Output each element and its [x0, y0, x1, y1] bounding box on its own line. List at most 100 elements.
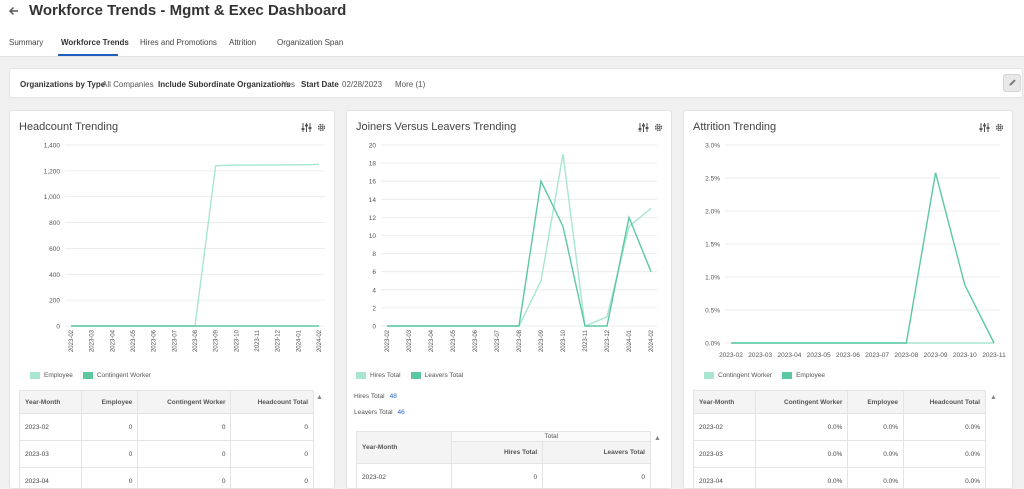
- series-line: [387, 153, 652, 327]
- table-cell: 0.0%: [847, 413, 905, 441]
- legend-item[interactable]: Leavers Total: [410, 372, 463, 379]
- x-tick-label: 2023-07: [172, 329, 178, 352]
- subordinate-label: Include Subordinate Organizations: [158, 80, 291, 89]
- x-tick-label: 2023-12: [605, 329, 611, 352]
- series-line: [71, 163, 320, 327]
- legend-swatch: [30, 372, 40, 379]
- hires-total-value[interactable]: 48: [389, 393, 397, 400]
- x-tick-label: 2023-07: [495, 329, 501, 352]
- table-header[interactable]: Leavers Total: [542, 441, 651, 464]
- legend-label: Contingent Worker: [96, 372, 151, 379]
- x-tick-label: 2023-07: [865, 352, 889, 359]
- edit-filters-button[interactable]: [1003, 74, 1021, 92]
- legend-item[interactable]: Employee: [30, 372, 73, 379]
- more-filters-link[interactable]: More (1): [395, 80, 426, 89]
- subordinate-value[interactable]: Yes: [282, 80, 296, 89]
- chart-settings-icon[interactable]: [301, 120, 312, 138]
- table-row: 2023-02 0.0% 0.0% 0.0%: [693, 413, 986, 441]
- y-tick-label: 2: [372, 305, 376, 312]
- table-scroll-up-icon[interactable]: ▲: [316, 394, 323, 401]
- y-tick-label: 1,400: [44, 143, 61, 150]
- table-header[interactable]: Headcount Total: [230, 390, 314, 414]
- tab-workforce-trends[interactable]: Workforce Trends: [61, 38, 129, 47]
- table-cell: 2023-03: [693, 440, 756, 468]
- table-cell: 0: [451, 463, 544, 488]
- table-cell: 0: [137, 440, 232, 468]
- legend-item[interactable]: Hires Total: [356, 372, 401, 379]
- table-cell: 2023-02: [18, 413, 83, 441]
- table-header[interactable]: Year-Month: [355, 431, 453, 464]
- legend-label: Hires Total: [370, 372, 401, 379]
- gear-icon[interactable]: [994, 120, 1005, 138]
- x-tick-label: 2023-03: [90, 329, 96, 352]
- chart-settings-icon[interactable]: [638, 120, 649, 138]
- headcount-panel: Headcount Trending 0 200 400 600 800 1,000 1,2…: [9, 110, 335, 489]
- table-cell: 2023-02: [693, 413, 756, 441]
- y-tick-label: 8: [372, 251, 376, 258]
- legend-item[interactable]: Employee: [782, 372, 825, 379]
- table-scroll-up-icon[interactable]: ▲: [990, 394, 997, 401]
- x-tick-label: 2023-09: [539, 329, 545, 352]
- tab-organization-span[interactable]: Organization Span: [277, 38, 344, 47]
- pencil-icon: [1008, 74, 1017, 92]
- y-tick-label: 0: [56, 324, 60, 331]
- back-arrow-icon[interactable]: [8, 4, 20, 20]
- y-tick-label: 1,200: [44, 168, 61, 175]
- table-header[interactable]: Contingent Worker: [137, 390, 232, 414]
- y-tick-label: 20: [369, 143, 377, 150]
- org-type-label: Organizations by Type: [20, 80, 106, 89]
- table-header[interactable]: Contingent Worker: [754, 390, 849, 414]
- x-tick-label: 2023-09: [924, 352, 948, 359]
- legend-item[interactable]: Contingent Worker: [704, 372, 772, 379]
- tab-hires-and-promotions[interactable]: Hires and Promotions: [140, 38, 217, 47]
- gear-icon[interactable]: [316, 120, 327, 138]
- y-tick-label: 3.0%: [705, 143, 720, 150]
- x-tick-label: 2023-03: [407, 329, 413, 352]
- gear-icon[interactable]: [653, 120, 664, 138]
- table-header[interactable]: Employee: [847, 390, 905, 414]
- chart-settings-icon[interactable]: [979, 120, 990, 138]
- table-row: 2023-04 0.0% 0.0% 0.0%: [693, 467, 986, 488]
- x-tick-label: 2023-02: [719, 352, 743, 359]
- x-tick-label: 2023-08: [193, 329, 199, 352]
- table-cell: 0: [137, 413, 232, 441]
- table-row: 2023-02 0 0: [355, 463, 651, 488]
- leavers-total-value[interactable]: 46: [397, 409, 405, 416]
- x-tick-label: 2024-01: [296, 329, 302, 352]
- joiners-leavers-panel: Joiners Versus Leavers Trending 0 2 4 6 8 10 1…: [346, 110, 672, 489]
- start-date-label: Start Date: [301, 80, 339, 89]
- x-tick-label: 2023-11: [982, 352, 1006, 359]
- chart-legend: Contingent Worker Employee: [704, 372, 825, 379]
- joiners-leavers-table: Year-Month Total Hires Total Leavers Tot…: [355, 431, 651, 488]
- y-tick-label: 0.5%: [705, 308, 720, 315]
- attrition-table: Year-Month Contingent Worker Employee He…: [693, 390, 986, 488]
- table-scroll-up-icon[interactable]: ▲: [654, 435, 661, 442]
- page-title: Workforce Trends - Mgmt & Exec Dashboard: [29, 2, 347, 19]
- x-tick-label: 2023-11: [583, 329, 589, 351]
- y-tick-label: 800: [49, 220, 60, 227]
- org-type-value[interactable]: All Companies: [102, 80, 154, 89]
- start-date-value[interactable]: 02/28/2023: [342, 80, 383, 89]
- y-tick-label: 2.0%: [705, 209, 720, 216]
- table-header[interactable]: Employee: [81, 390, 139, 414]
- x-tick-label: 2023-04: [778, 352, 802, 359]
- table-header[interactable]: Year-Month: [693, 390, 756, 414]
- tab-summary[interactable]: Summary: [9, 38, 44, 47]
- tab-attrition[interactable]: Attrition: [229, 38, 257, 47]
- table-header[interactable]: Headcount Total: [903, 390, 986, 414]
- hires-total-summary: Hires Total 48: [354, 393, 397, 400]
- y-tick-label: 200: [49, 298, 60, 305]
- table-cell: 0.0%: [903, 440, 986, 468]
- x-tick-label: 2023-05: [131, 329, 137, 352]
- series-line: [731, 172, 995, 344]
- active-tab-indicator: [58, 54, 118, 56]
- legend-item[interactable]: Contingent Worker: [82, 372, 151, 379]
- table-header[interactable]: Hires Total: [451, 441, 544, 464]
- x-tick-label: 2023-06: [836, 352, 860, 359]
- panel-title: Joiners Versus Leavers Trending: [356, 121, 517, 133]
- legend-label: Employee: [44, 372, 73, 379]
- x-tick-label: 2023-09: [214, 329, 220, 352]
- table-cell: 2023-04: [693, 467, 756, 488]
- y-tick-label: 600: [49, 246, 60, 253]
- table-header[interactable]: Year-Month: [18, 390, 83, 414]
